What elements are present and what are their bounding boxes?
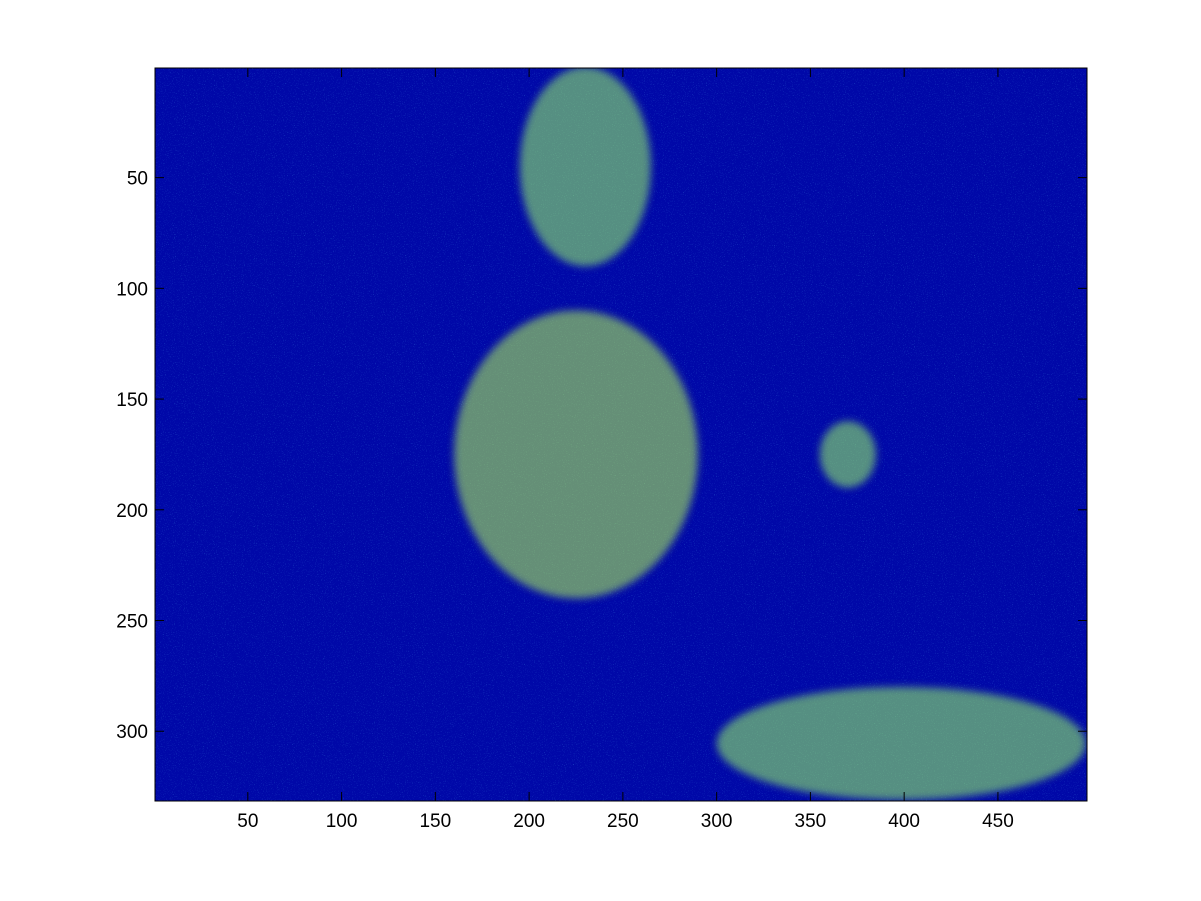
x-axis: 50 100 150 200 250 300 350 400 450 bbox=[237, 68, 1014, 832]
x-tick-label: 300 bbox=[701, 811, 733, 832]
y-tick-label: 100 bbox=[116, 279, 148, 300]
y-axis: 50 100 150 200 250 300 bbox=[116, 169, 1087, 743]
heatmap-regions bbox=[454, 68, 1087, 800]
axes-frame bbox=[154, 67, 1088, 802]
x-tick-label: 50 bbox=[237, 811, 258, 832]
heatmap-region-3 bbox=[716, 686, 1087, 800]
x-tick-label: 200 bbox=[513, 811, 545, 832]
y-tick-label: 150 bbox=[116, 390, 148, 411]
x-tick-label: 150 bbox=[419, 811, 451, 832]
y-tick-label: 250 bbox=[116, 612, 148, 633]
x-tick-label: 350 bbox=[795, 811, 827, 832]
x-tick-label: 450 bbox=[982, 811, 1014, 832]
heatmap-region-2 bbox=[454, 310, 698, 599]
x-tick-label: 250 bbox=[607, 811, 639, 832]
heatmap-region-4 bbox=[819, 421, 877, 488]
y-tick-label: 300 bbox=[116, 722, 148, 743]
y-tick-label: 50 bbox=[127, 169, 148, 190]
heatmap-image bbox=[155, 68, 1087, 801]
x-tick-label: 400 bbox=[888, 811, 920, 832]
x-tick-label: 100 bbox=[326, 811, 358, 832]
heatmap-region-1 bbox=[519, 68, 651, 267]
y-tick-label: 200 bbox=[116, 501, 148, 522]
